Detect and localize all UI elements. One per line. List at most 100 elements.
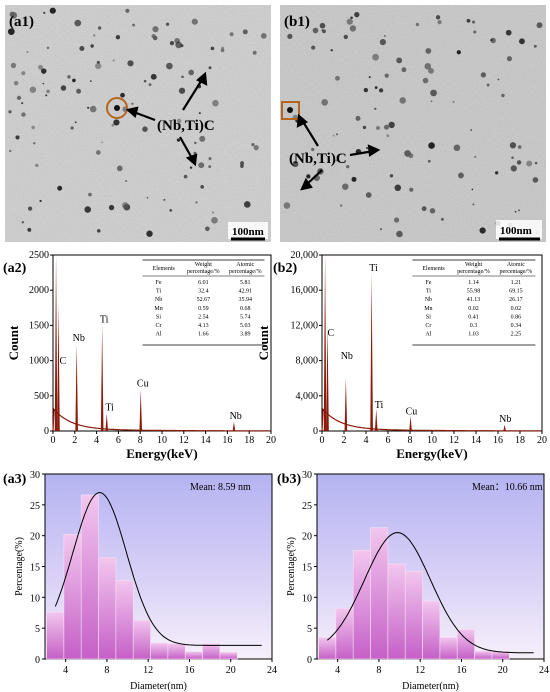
plot-frame (321, 254, 543, 432)
precipitate-particle (169, 40, 175, 46)
eds-spectrum-a2: C Nb Ti Ti Cu Nb 0 2 4 6 8 10 12 14 16 18 20 0 500 1000 1500… (3, 250, 276, 461)
spectrum-peak (57, 304, 60, 431)
precipitate-particle (490, 38, 493, 42)
precipitate-particle (163, 198, 166, 201)
x-tick-label: 0 (320, 435, 325, 446)
precipitate-particle (374, 86, 378, 89)
precipitate-particle (368, 76, 371, 79)
precipitate-particle (165, 22, 170, 26)
precipitate-particle (7, 28, 15, 36)
precipitate-particle (97, 229, 101, 233)
precipitate-particle (534, 161, 538, 165)
precipitate-particle (311, 147, 315, 152)
precipitate-particle (198, 162, 205, 169)
precipitate-particle (362, 125, 367, 130)
y-tick-label: 20 (30, 532, 40, 543)
precipitate-particle (178, 87, 186, 94)
table-cell: 0.02 (468, 306, 479, 312)
precipitate-particle (409, 187, 414, 192)
precipitate-particle (16, 95, 22, 101)
mean-annotation: Mean: 8.59 nm (190, 482, 251, 493)
spectrum-peak (232, 421, 236, 431)
histogram-bar (184, 651, 203, 660)
histogram-bar (370, 527, 389, 660)
precipitate-particle (349, 25, 357, 32)
precipitate-particle (486, 83, 490, 87)
precipitate-particle (29, 86, 37, 93)
scale-label-b1: 100nm (500, 225, 532, 237)
spectrum-peak (409, 416, 412, 431)
precipitate-particle (243, 201, 251, 208)
precipitate-particle (33, 142, 36, 145)
precipitate-particle (240, 164, 244, 168)
precipitate-particle (21, 112, 26, 117)
precipitate-particle (311, 45, 316, 50)
spectrum-peak (54, 255, 58, 431)
precipitate-particle (13, 80, 19, 86)
precipitate-particle (35, 163, 39, 167)
table-cell: Fe (425, 280, 431, 286)
precipitate-particle (394, 184, 402, 192)
precipitate-particle (90, 80, 92, 82)
precipitate-particle (424, 63, 432, 70)
precipitate-particle (452, 100, 455, 103)
size-histogram-a3: 4 8 12 16 20 24 0 5 10 15 20 25 30 Diameter(nm) Percen… (3, 470, 277, 692)
y-tick-label: 1500 (29, 320, 49, 331)
histogram-bar (387, 563, 406, 660)
table-cell: 4.13 (198, 323, 209, 329)
x-tick-label: 10 (157, 435, 167, 446)
scale-label-a1: 100nm (232, 226, 264, 238)
precipitate-particle (437, 20, 442, 25)
x-tick-label: 16 (456, 665, 466, 676)
precipitate-particle (378, 88, 384, 93)
panel-label: (b2) (273, 261, 297, 276)
histogram-bar (132, 619, 151, 660)
table-header: percentage/% (457, 269, 490, 275)
precipitate-particle (440, 217, 444, 221)
y-tick-label: 500 (34, 391, 49, 402)
x-tick-label: 6 (386, 435, 391, 446)
precipitate-particle (366, 147, 369, 150)
precipitate-particle (396, 57, 403, 64)
x-tick-label: 20 (266, 435, 276, 446)
precipitate-particle (142, 126, 148, 132)
precipitate-particle (389, 174, 394, 178)
table-header: Elements (153, 266, 176, 272)
table-cell: 5.03 (240, 323, 251, 329)
x-tick-label: 18 (515, 435, 525, 446)
peak-label: Cu (406, 406, 418, 417)
precipitate-particle (427, 159, 431, 163)
x-tick-label: 14 (201, 435, 211, 446)
y-tick-label: 4,000 (296, 391, 319, 402)
table-header: percentage/% (229, 269, 262, 275)
table-cell: Si (156, 314, 161, 320)
precipitate-particle (494, 171, 499, 175)
peak-label: Nb (73, 333, 85, 344)
precipitate-particle (143, 79, 147, 83)
panel-label-a1: (a1) (9, 14, 34, 30)
table-header: percentage/% (187, 269, 220, 275)
precipitate-particle (532, 177, 539, 183)
y-tick-label: 10 (302, 593, 312, 604)
y-tick-label: 2000 (29, 285, 49, 296)
y-tick-label: 15 (30, 563, 40, 574)
table-cell: Al (425, 332, 431, 338)
table-cell: Mn (424, 306, 432, 312)
precipitate-particle (330, 49, 333, 52)
precipitate-particle (152, 26, 159, 33)
table-cell: 6.01 (198, 280, 209, 286)
precipitate-particle (74, 19, 82, 27)
histogram-bar (202, 643, 221, 660)
precipitate-particle (374, 107, 377, 111)
precipitate-particle (430, 100, 433, 103)
precipitate-particle (176, 138, 181, 142)
histogram-bar (98, 557, 117, 660)
precipitate-particle (8, 110, 12, 114)
table-cell: 1.66 (198, 332, 209, 338)
x-tick-label: 18 (244, 435, 254, 446)
precipitate-particle (101, 141, 103, 144)
x-tick-label: 4 (94, 435, 99, 446)
precipitate-particle (211, 211, 215, 214)
precipitate-particle (510, 165, 517, 172)
table-cell: 1.03 (468, 332, 479, 338)
